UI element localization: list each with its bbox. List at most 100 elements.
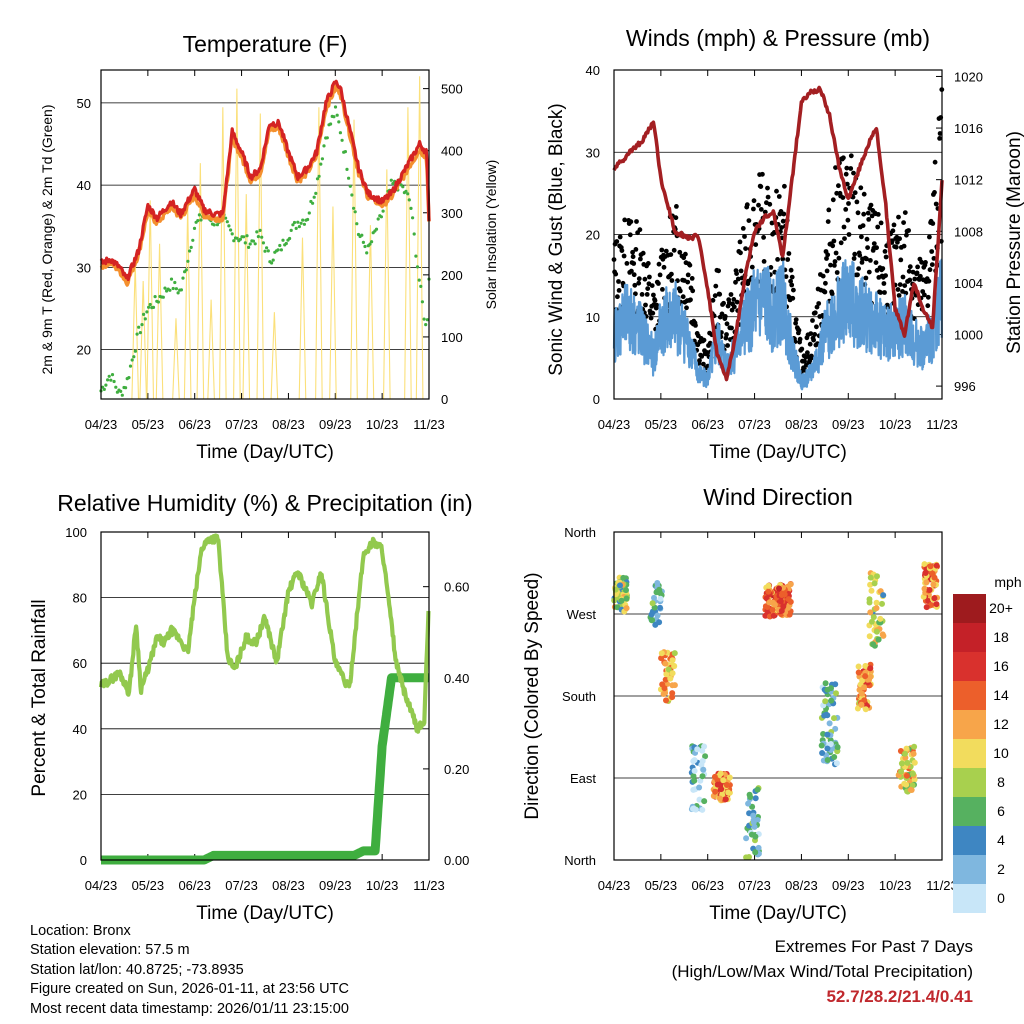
- chart-winds-gust-point: [932, 159, 938, 165]
- chart-temperature-dewpoint-point: [338, 131, 342, 135]
- chart-winds-gust-point: [780, 218, 786, 224]
- chart-winds-gust-point: [864, 236, 870, 242]
- chart-direction-legend-label: 10: [993, 745, 1009, 761]
- chart-direction-y-tick-label: East: [570, 771, 596, 786]
- chart-winds-gust-point: [689, 276, 695, 281]
- chart-direction-direction-point: [718, 786, 725, 793]
- chart-winds-gust-point: [937, 131, 943, 136]
- chart-winds-gust-point: [651, 292, 656, 298]
- chart-winds-x-tick-label: 08/23: [785, 417, 818, 432]
- chart-temperature-dewpoint-point: [215, 223, 219, 227]
- chart-temperature-dewpoint-point: [110, 373, 115, 377]
- chart-winds-gust-point: [848, 153, 854, 159]
- chart-temperature-y2-tick-label: 400: [441, 144, 463, 159]
- chart-winds-gust-point: [868, 258, 873, 263]
- chart-direction-direction-point: [669, 694, 676, 701]
- chart-temperature-dewpoint-point: [345, 167, 349, 171]
- chart-direction-direction-point: [831, 754, 838, 760]
- chart-winds-gust-point: [832, 263, 837, 268]
- chart-winds-gust-point: [931, 256, 937, 261]
- chart-direction-direction-point: [669, 657, 676, 664]
- chart-direction-direction-point: [822, 680, 829, 687]
- chart-temperature-dewpoint-point: [109, 378, 113, 382]
- chart-winds-y2-tick-label: 1012: [954, 173, 983, 188]
- chart-humidity-x-tick-label: 05/23: [132, 878, 165, 893]
- chart-humidity-y-tick-label: 80: [73, 591, 87, 606]
- recent-text: Most recent data timestamp: 2026/01/11 2…: [30, 1000, 349, 1017]
- chart-temperature-y-tick-label: 20: [77, 343, 91, 358]
- chart-winds-gust-point: [717, 291, 723, 297]
- chart-winds-x-tick-label: 10/23: [879, 417, 912, 432]
- chart-temperature-dewpoint-point: [417, 278, 421, 282]
- chart-winds-gust-point: [860, 223, 866, 229]
- chart-winds-y-tick-label: 40: [586, 63, 600, 78]
- chart-direction-legend-swatch: [953, 826, 986, 855]
- chart-temperature-dewpoint-point: [320, 157, 324, 161]
- chart-winds-gust-point: [707, 340, 713, 346]
- chart-direction-direction-point: [778, 607, 785, 614]
- chart-direction-direction-point: [911, 743, 918, 750]
- chart-winds-y2-tick-label: 1016: [954, 121, 983, 136]
- chart-winds-gust-point: [785, 257, 791, 262]
- chart-temperature-dewpoint-point: [263, 249, 267, 253]
- chart-winds-gust-point: [925, 294, 931, 300]
- chart-winds-gust-point: [697, 358, 702, 363]
- chart-direction-direction-point: [620, 574, 627, 581]
- chart-winds-gust-point: [796, 327, 802, 333]
- chart-winds-gust-point: [629, 268, 634, 274]
- chart-winds-gust-point: [688, 297, 693, 303]
- chart-winds-gust-point: [668, 252, 674, 257]
- chart-winds-gust-point: [768, 265, 774, 270]
- chart-direction-direction-point: [690, 805, 697, 812]
- chart-temperature-dewpoint-point: [422, 317, 426, 321]
- chart-temperature-dewpoint-point: [314, 191, 318, 195]
- chart-winds-gust-point: [713, 283, 719, 289]
- chart-winds-gust-point: [859, 234, 864, 240]
- chart-temperature-dewpoint-point: [253, 242, 257, 246]
- chart-winds-gust-point: [632, 282, 638, 288]
- chart-temperature-dewpoint-point: [153, 295, 157, 299]
- chart-winds-gust-point: [861, 191, 867, 197]
- chart-winds-gust-point: [639, 292, 645, 297]
- chart-direction-legend-label: 0: [997, 890, 1005, 906]
- chart-temperature-dewpoint-point: [271, 258, 275, 262]
- chart-temperature-dewpoint-point: [225, 220, 229, 224]
- chart-winds-gust-point: [825, 219, 831, 225]
- chart-winds-gust-point: [855, 210, 861, 216]
- chart-winds-gust-point: [863, 275, 869, 281]
- chart-direction-direction-point: [696, 784, 703, 791]
- chart-direction-direction-point: [714, 781, 721, 788]
- chart-humidity-humidity-line: [98, 533, 431, 734]
- chart-direction-direction-point: [716, 795, 723, 802]
- chart-winds-gust-point: [724, 332, 729, 337]
- chart-temperature-dewpoint-point: [333, 105, 338, 109]
- chart-direction-direction-point: [904, 759, 911, 766]
- chart-winds-gust-point: [841, 224, 847, 230]
- chart-temperature-dewpoint-point: [189, 245, 193, 249]
- chart-direction-direction-point: [921, 585, 928, 592]
- chart-winds-gust-point: [779, 225, 784, 230]
- chart-winds-gust-point: [643, 302, 648, 308]
- chart-humidity-y-tick-label: 40: [73, 722, 87, 737]
- chart-winds-gust-point: [642, 276, 648, 282]
- chart-winds-gust-point: [919, 259, 924, 265]
- chart-direction-direction-point: [667, 675, 674, 682]
- chart-winds-gust-point: [883, 273, 888, 278]
- chart-direction-legend-swatch: [953, 797, 986, 826]
- chart-temperature-dewpoint-point: [363, 244, 367, 249]
- chart-winds-gust-point: [822, 289, 828, 295]
- chart-temperature-dewpoint-point: [361, 240, 365, 244]
- chart-winds-x-tick-label: 11/23: [926, 417, 958, 432]
- chart-temperature-solar-spike: [315, 107, 323, 400]
- chart-temperature-dewpoint-point: [296, 220, 300, 224]
- chart-winds-gust-point: [932, 190, 937, 195]
- chart-temperature-solar-spike: [270, 312, 279, 400]
- chart-humidity-y-tick-label: 60: [73, 656, 87, 671]
- chart-direction-direction-point: [866, 633, 873, 640]
- chart-temperature-dewpoint-point: [168, 288, 172, 292]
- extremes-box: Extremes For Past 7 Days (High/Low/Max W…: [672, 934, 973, 1009]
- chart-temperature-dewpoint-point: [307, 211, 311, 215]
- chart-direction-direction-point: [828, 697, 835, 704]
- chart-winds-gust-point: [882, 249, 888, 254]
- chart-temperature-dewpoint-point: [173, 280, 177, 285]
